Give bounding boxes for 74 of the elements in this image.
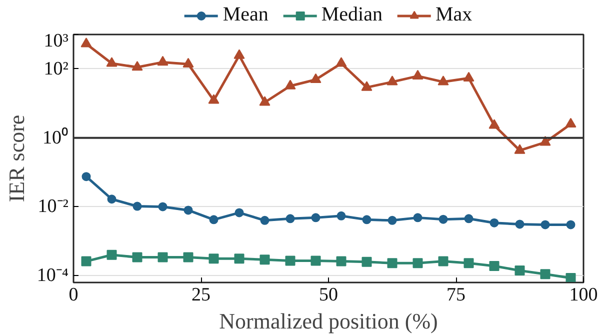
point [259,96,270,106]
point [234,254,244,264]
legend-label: Max [435,4,472,26]
y-tick-label: 10² [44,58,69,80]
point [438,76,449,86]
point [310,73,322,83]
point [336,256,346,266]
point [234,208,244,218]
x-tick-label: 25 [192,284,210,306]
point [488,119,500,129]
point [209,215,218,224]
point [386,76,398,86]
point [514,266,525,276]
point [362,215,372,224]
point [285,256,296,266]
x-tick-label: 75 [446,284,466,306]
point [540,220,550,230]
x-axis-title: Normalized position (%) [219,308,438,334]
point [208,254,219,264]
point [489,260,500,271]
point [566,273,576,282]
point [158,252,168,262]
point [388,216,397,225]
point [387,258,398,268]
point [82,172,91,182]
y-tick-label: 10⁻² [38,196,69,218]
point [132,202,142,211]
point [107,194,116,204]
point [438,256,448,266]
point [208,94,220,104]
point [157,56,168,66]
point [463,72,474,82]
point [132,60,143,71]
point [361,81,372,91]
x-tick-label: 100 [569,284,598,306]
y-tick-label: 10⁻⁴ [36,265,69,286]
point [310,256,321,266]
point [260,254,270,265]
point [311,213,320,222]
point [464,214,474,224]
legend-label: Median [321,4,382,26]
point [412,70,424,80]
point [362,256,372,267]
point [80,38,92,48]
point [566,220,576,230]
y-tick-label: 10⁰ [42,126,68,148]
point [540,269,550,280]
y-axis-title: IER score [4,114,29,202]
point [158,202,168,212]
point [132,252,142,262]
y-tick-label: 10³ [44,30,69,52]
point [106,57,118,67]
point [184,206,193,215]
point [413,213,422,222]
x-tick-label: 0 [68,284,78,306]
point [490,218,499,228]
point [81,256,92,266]
point [438,214,448,224]
point [182,58,194,68]
point [464,258,474,268]
point [412,258,423,268]
point [336,57,347,67]
point [336,211,346,220]
point [284,80,296,90]
point [286,214,295,224]
x-tick-label: 50 [319,284,338,306]
point [565,118,576,128]
point [514,144,526,154]
point [260,216,270,225]
point [515,220,524,229]
point [183,252,194,262]
point [106,250,117,260]
point [234,49,245,59]
legend-label: Mean [222,4,268,26]
